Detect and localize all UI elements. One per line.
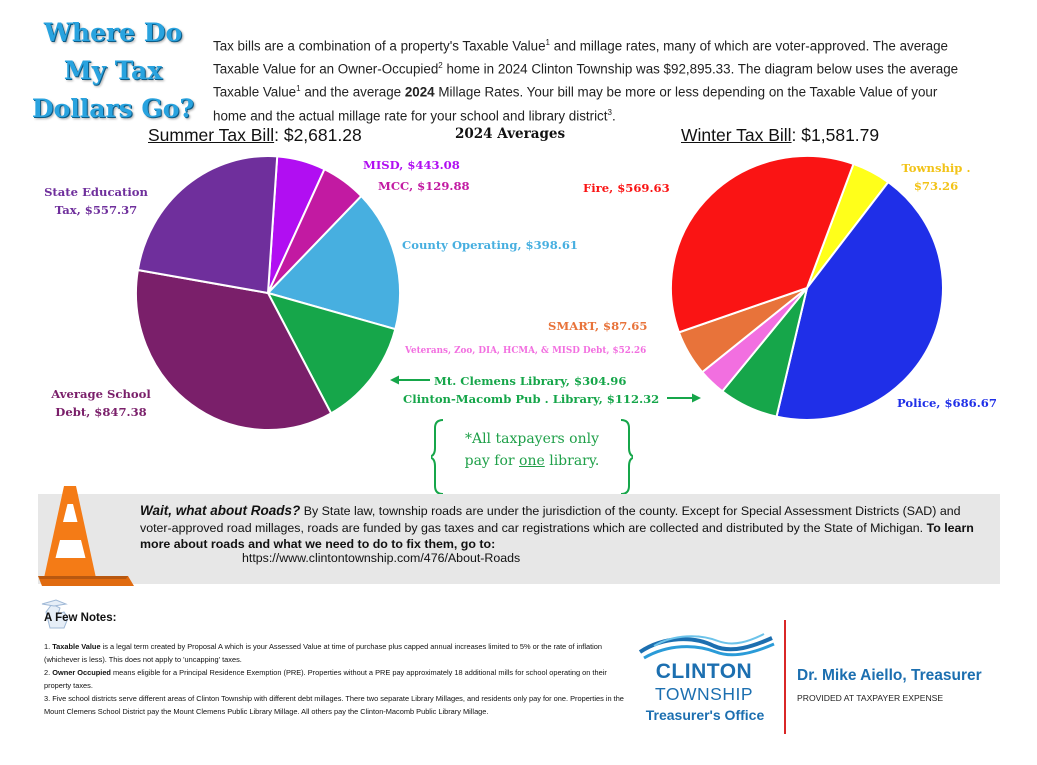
roads-paragraph: Wait, what about Roads? By State law, to… bbox=[140, 503, 974, 552]
note-1: 1. Taxable Value is a legal term created… bbox=[44, 642, 603, 664]
library-arrows bbox=[390, 375, 701, 403]
roads-info-box bbox=[38, 494, 1000, 584]
arrow-right-icon bbox=[667, 393, 701, 403]
label-mt-clemens-library: Mt. Clemens Library, $304.96 bbox=[434, 374, 627, 388]
label-police: Police, $686.67 bbox=[897, 396, 997, 410]
pie-slice-fire bbox=[670, 155, 855, 334]
logo-treasurers-office: Treasurer's Office bbox=[645, 707, 765, 723]
library-note: *All taxpayers only pay for one library. bbox=[464, 431, 600, 469]
logo-clinton: CLINTON bbox=[655, 660, 753, 683]
label-average-school-debt: Average School Debt, $847.38 bbox=[51, 387, 151, 419]
winter-bill-amount: $1,581.79 bbox=[801, 125, 880, 145]
treasurer-name: Dr. Mike Aiello, Treasurer bbox=[797, 667, 982, 684]
title-line-3: Dollars Go? bbox=[31, 94, 195, 123]
title-line-1: Where Do bbox=[43, 18, 183, 47]
averages-label: 2024 Averages bbox=[455, 126, 566, 142]
roads-cta: To learn more about roads and what we ne… bbox=[140, 520, 974, 552]
note-2: 2. Owner Occupied means eligible for a P… bbox=[44, 668, 607, 690]
note-3: 3. Five school districts serve different… bbox=[44, 694, 624, 716]
label-mcc: MCC, $129.88 bbox=[378, 179, 470, 193]
winter-bill-label: Winter Tax Bill bbox=[681, 125, 792, 145]
intro-paragraph: Tax bills are a combination of a propert… bbox=[213, 38, 959, 123]
label-county-operating: County Operating, $398.61 bbox=[402, 238, 578, 252]
michigan-map-icon bbox=[41, 599, 69, 629]
label-clinton-macomb-library: Clinton-Macomb Pub . Library, $112.32 bbox=[403, 392, 660, 406]
logo-township: TOWNSHIP bbox=[655, 684, 753, 704]
winter-bill-header: Winter Tax Bill: $1,581.79 bbox=[681, 125, 880, 145]
label-township: Township . $73.26 bbox=[901, 161, 971, 193]
expense-note: PROVIDED AT TAXPAYER EXPENSE bbox=[797, 693, 944, 703]
pie-slice-county-operating bbox=[266, 194, 401, 331]
traffic-cone-icon bbox=[38, 486, 134, 586]
page-title: Where Do My Tax Dollars Go? bbox=[22, 14, 204, 128]
pie-slice-average-school-debt bbox=[135, 268, 333, 432]
label-smart: SMART, $87.65 bbox=[548, 319, 648, 333]
summer-bill-amount: $2,681.28 bbox=[283, 125, 362, 145]
label-misd: MISD, $443.08 bbox=[363, 158, 460, 172]
title-line-2: My Tax bbox=[63, 56, 163, 85]
arrow-left-icon bbox=[390, 375, 430, 385]
notes-title: A Few Notes: bbox=[44, 612, 117, 624]
divider-line bbox=[784, 620, 786, 734]
pie-slice-police bbox=[775, 180, 944, 421]
pie-slice-mt-clemens-library bbox=[266, 291, 397, 415]
roads-url-link[interactable]: https://www.clintontownship.com/476/Abou… bbox=[242, 551, 521, 565]
summer-bill-header: Summer Tax Bill: $2,681.28 bbox=[148, 125, 362, 145]
winter-pie-chart bbox=[670, 155, 944, 421]
pie-slice-state-education-tax bbox=[136, 154, 279, 295]
library-note-braces bbox=[431, 419, 633, 495]
clinton-waves-logo-icon bbox=[638, 633, 775, 660]
label-state-education: State Education Tax, $557.37 bbox=[44, 185, 148, 217]
notes-list: 1. Taxable Value is a legal term created… bbox=[44, 640, 624, 718]
summer-pie-chart bbox=[135, 154, 401, 432]
label-fire: Fire, $569.63 bbox=[583, 181, 670, 195]
summer-bill-label: Summer Tax Bill bbox=[148, 125, 275, 145]
roads-heading: Wait, what about Roads? bbox=[140, 503, 301, 518]
label-veterans: Veterans, Zoo, DIA, HCMA, & MISD Debt, $… bbox=[405, 346, 647, 356]
